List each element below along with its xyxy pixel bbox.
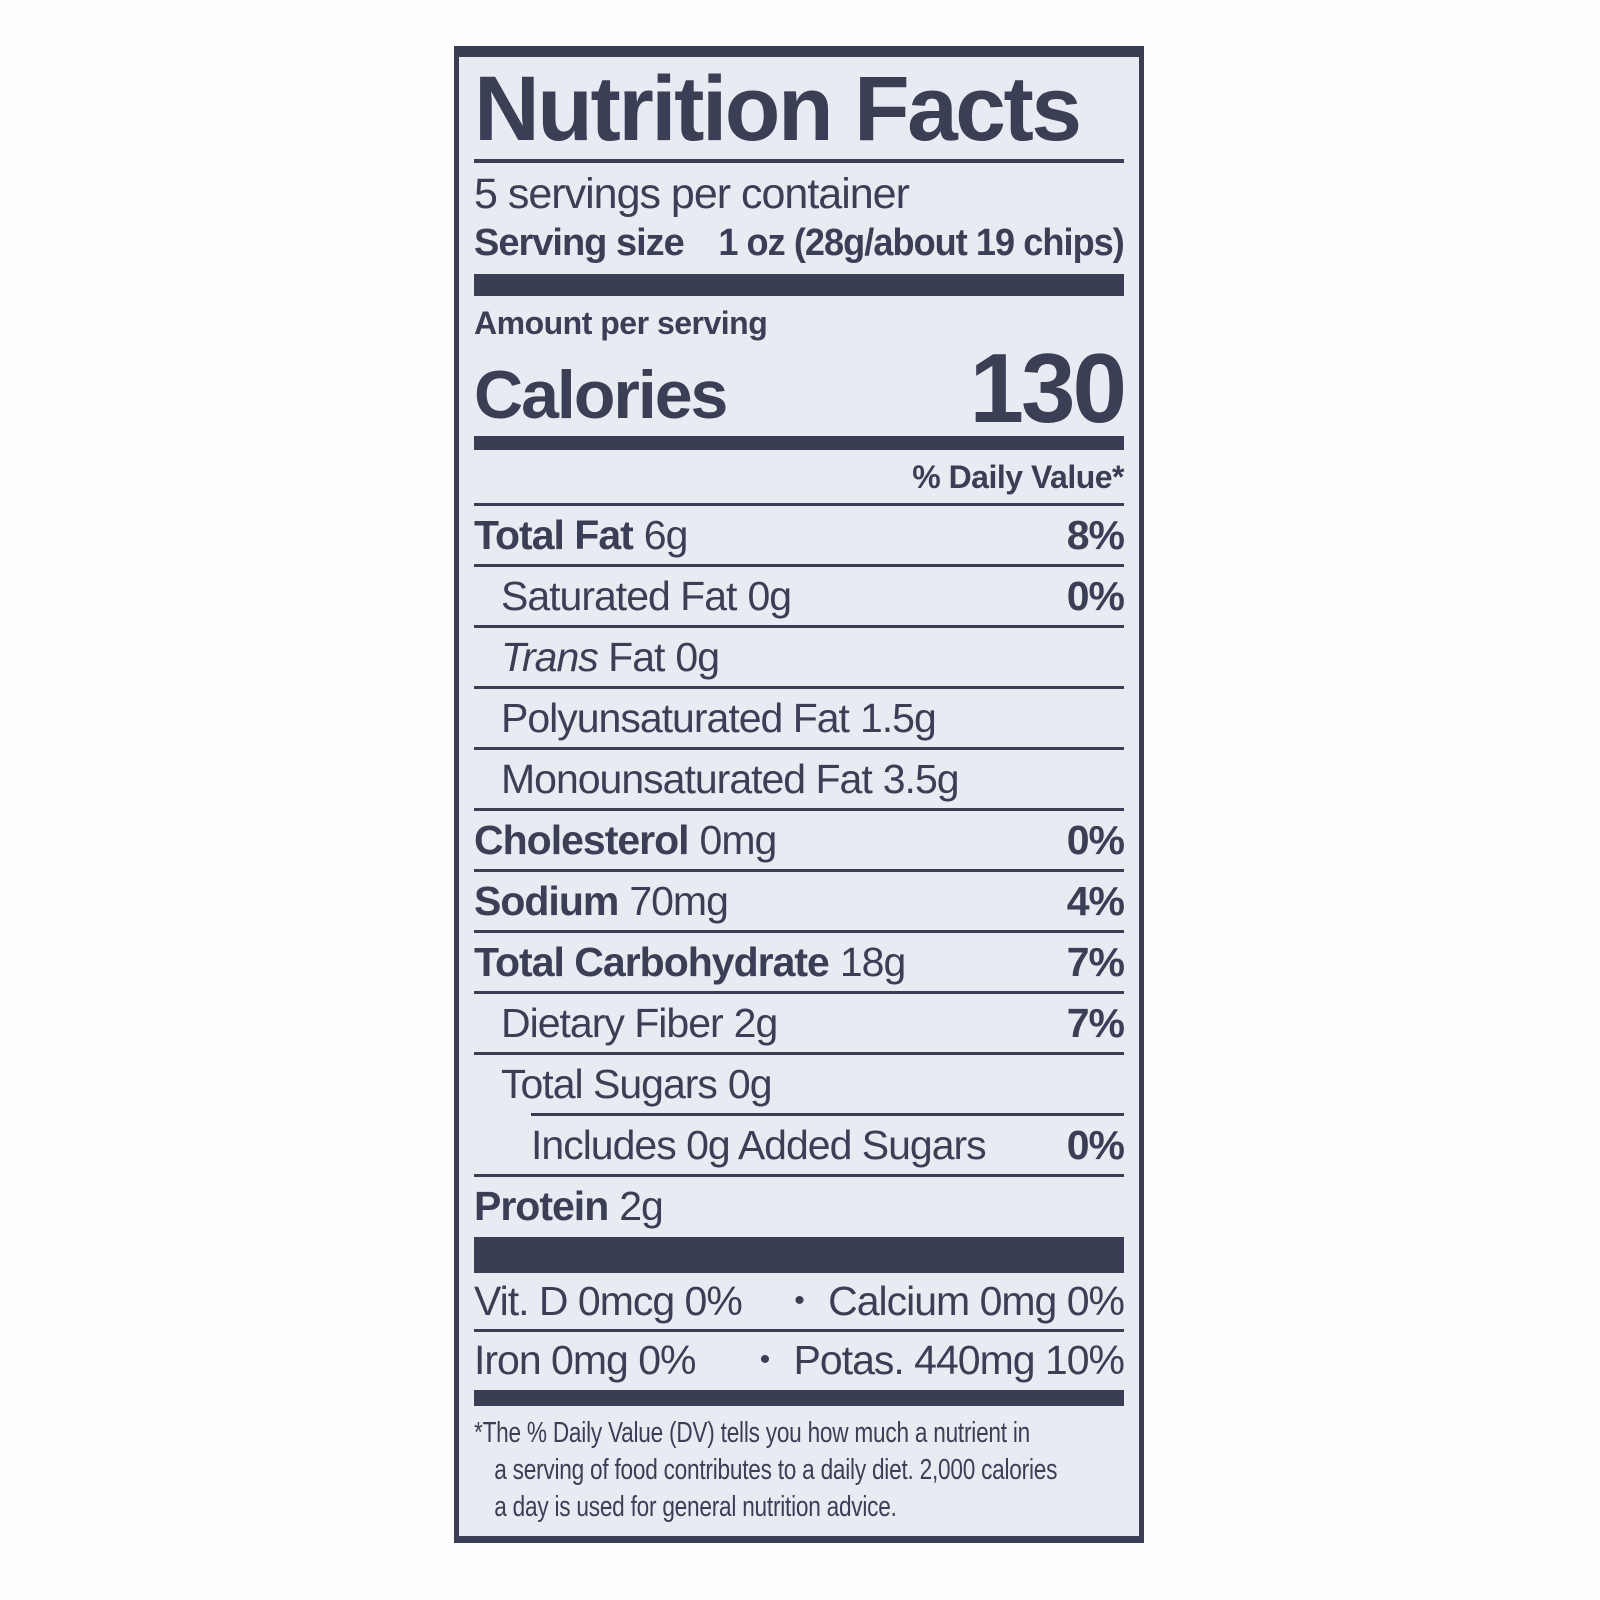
nutrient-row: Includes 0g Added Sugars 0%: [474, 1116, 1125, 1174]
nutrient-amount: 1.5g: [859, 694, 937, 741]
divider-rule: [474, 1052, 1124, 1055]
section-divider-bar: [474, 436, 1124, 450]
divider-rule: [474, 869, 1124, 872]
nutrient-name: Trans Fat: [501, 633, 665, 680]
nutrient-amount: 2g: [733, 999, 779, 1046]
nutrient-row: Protein 2g: [474, 1177, 1124, 1235]
nutrient-name: Includes 0g Added Sugars: [531, 1121, 987, 1168]
nutrient-name-and-amount: Includes 0g Added Sugars: [474, 1122, 1067, 1169]
daily-value-percent: 0%: [1066, 1121, 1125, 1168]
micronutrient-left: Iron 0mg 0%: [474, 1336, 696, 1383]
nutrient-name: Saturated Fat: [501, 572, 737, 619]
section-divider-bar: [474, 274, 1124, 296]
serving-size-label: Serving size: [474, 222, 685, 264]
nutrient-amount: 2g: [619, 1182, 664, 1229]
nutrient-amount: 6g: [643, 511, 689, 558]
micronutrient-left: Vit. D 0mcg 0%: [474, 1277, 743, 1324]
nutrient-name-and-amount: Trans Fat 0g: [474, 634, 1124, 681]
micronutrient-right: Calcium 0mg 0%: [828, 1277, 1125, 1324]
footnote-line: a day is used for general nutrition advi…: [494, 1491, 897, 1523]
nutrient-amount: 70mg: [629, 877, 729, 924]
daily-value-percent: 7%: [1066, 999, 1125, 1046]
nutrient-row: Total Sugars 0g: [474, 1055, 1124, 1113]
divider-rule: [474, 1329, 1124, 1332]
calories-label: Calories: [474, 357, 728, 434]
calories-row: Calories 130: [474, 332, 1127, 443]
nutrient-row: Monounsaturated Fat 3.5g: [474, 750, 1124, 808]
bullet-separator: •: [759, 1343, 771, 1376]
divider-rule: [474, 564, 1124, 567]
daily-value-header: % Daily Value*: [474, 450, 1125, 506]
divider-rule: [474, 1174, 1124, 1177]
nutrient-row: Saturated Fat 0g 0%: [474, 567, 1125, 625]
serving-size-value: 1 oz (28g/about 19 chips): [718, 222, 1124, 264]
nutrient-name-and-amount: Total Sugars 0g: [474, 1061, 1124, 1108]
nutrient-amount: 0g: [747, 572, 792, 619]
divider-rule: [474, 686, 1124, 689]
calories-value: 130: [969, 332, 1127, 443]
daily-value-percent: 7%: [1066, 938, 1125, 985]
daily-value-percent: 4%: [1066, 877, 1125, 924]
servings-per-container: 5 servings per container: [474, 170, 910, 218]
nutrient-name: Total Sugars: [501, 1060, 718, 1107]
micronutrient-rows: Vit. D 0mcg 0% • Calcium 0mg 0% Iron 0mg 0%…: [474, 1273, 1125, 1388]
divider-rule: [474, 625, 1124, 628]
nutrient-name: Total Fat: [474, 511, 634, 558]
bullet-separator: •: [794, 1284, 805, 1317]
title-rule: [474, 159, 1124, 163]
nutrient-name-and-amount: Dietary Fiber 2g: [474, 1000, 1067, 1047]
footnote-line: *The % Daily Value (DV) tells you how mu…: [474, 1417, 1031, 1449]
nutrient-row: Cholesterol 0mg 0%: [474, 811, 1125, 869]
divider-rule: [474, 930, 1124, 933]
divider-rule: [474, 991, 1124, 994]
nutrient-name: Dietary Fiber: [501, 999, 724, 1046]
divider-rule: [474, 808, 1124, 811]
nutrient-amount: 0g: [675, 633, 720, 680]
nutrient-name-and-amount: Total Carbohydrate 18g: [474, 939, 1067, 986]
nutrient-name-and-amount: Polyunsaturated Fat 1.5g: [474, 695, 1124, 742]
section-divider-bar: [474, 1390, 1124, 1406]
daily-value-percent: 0%: [1066, 816, 1125, 863]
daily-value-footnote: *The % Daily Value (DV) tells you how mu…: [474, 1415, 1124, 1526]
nutrient-name: Total Carbohydrate: [474, 938, 830, 985]
daily-value-percent: 8%: [1066, 511, 1125, 558]
nutrient-row: Trans Fat 0g: [474, 628, 1124, 686]
micronutrient-right: Potas. 440mg 10%: [793, 1336, 1125, 1383]
nutrient-row: Total Carbohydrate 18g 7%: [474, 933, 1125, 991]
micronutrient-row: Vit. D 0mcg 0% • Calcium 0mg 0%: [474, 1273, 1125, 1329]
nutrient-amount: 18g: [839, 938, 906, 985]
nutrient-row: Total Fat 6g 8%: [474, 506, 1125, 564]
nutrient-row: Polyunsaturated Fat 1.5g: [474, 689, 1124, 747]
divider-rule: [531, 1113, 1124, 1116]
serving-size-row: Serving size 1 oz (28g/about 19 chips): [474, 219, 1125, 267]
nutrient-name: Monounsaturated Fat: [501, 755, 873, 802]
micronutrient-row: Iron 0mg 0% • Potas. 440mg 10%: [474, 1332, 1125, 1388]
nutrient-name-and-amount: Protein 2g: [474, 1183, 1124, 1230]
divider-rule: [474, 747, 1124, 750]
section-divider-bar: [474, 1237, 1124, 1273]
nutrient-amount: 3.5g: [882, 755, 960, 802]
nutrient-name-and-amount: Total Fat 6g: [474, 512, 1067, 559]
nutrient-name: Cholesterol: [474, 816, 690, 863]
nutrient-amount: 0mg: [699, 816, 778, 863]
nutrition-facts-label: Nutrition Facts 5 servings per container…: [454, 46, 1144, 1543]
nutrient-row: Dietary Fiber 2g 7%: [474, 994, 1125, 1052]
nutrient-name: Protein: [474, 1182, 609, 1229]
daily-value-percent: 0%: [1066, 572, 1125, 619]
nutrient-amount: 0g: [727, 1060, 773, 1107]
label-title: Nutrition Facts: [474, 58, 1082, 160]
nutrient-name: Sodium: [474, 877, 619, 924]
nutrient-name-and-amount: Saturated Fat 0g: [474, 573, 1067, 620]
amount-per-serving-label: Amount per serving: [474, 305, 768, 341]
nutrient-row: Sodium 70mg 4%: [474, 872, 1125, 930]
nutrient-name-and-amount: Monounsaturated Fat 3.5g: [474, 756, 1124, 803]
nutrient-name-and-amount: Cholesterol 0mg: [474, 817, 1067, 864]
nutrient-name-and-amount: Sodium 70mg: [474, 878, 1067, 925]
nutrient-rows: Total Fat 6g 8% Saturated Fat 0g 0% Trans Fat 0…: [474, 506, 1125, 1235]
footnote-line: a serving of food contributes to a daily…: [494, 1454, 1058, 1486]
nutrient-name: Polyunsaturated Fat: [501, 694, 850, 741]
